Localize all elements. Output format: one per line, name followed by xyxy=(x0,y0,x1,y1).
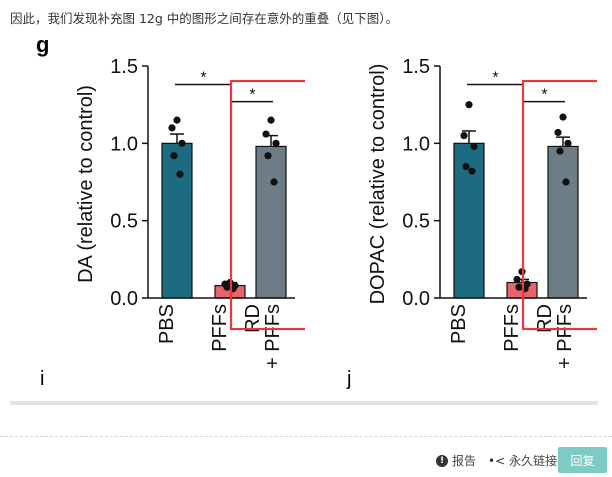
category-label: RD xyxy=(534,304,556,333)
data-point xyxy=(562,178,570,186)
category-label: PFFs xyxy=(209,304,231,352)
dashed-divider xyxy=(0,436,612,437)
category-label: PBS xyxy=(448,304,470,344)
sig-star: * xyxy=(541,87,547,104)
category-label: PFFs xyxy=(501,304,523,352)
category-label: PBS xyxy=(156,304,178,344)
report-link[interactable]: ! 报告 xyxy=(436,452,476,469)
category-label: + PFFs xyxy=(262,304,284,369)
y-tick-label: 1.0 xyxy=(110,133,138,155)
data-point xyxy=(470,142,478,151)
sub-letter-i: i xyxy=(40,368,45,390)
post-footer: ! 报告 •< 永久链接 回复 xyxy=(0,447,612,473)
data-point xyxy=(462,162,470,171)
category-label: + PFFs xyxy=(554,304,576,369)
data-point xyxy=(223,283,231,291)
sig-star: * xyxy=(249,87,255,104)
data-point xyxy=(176,170,184,178)
chart-da: DA (relative to control) 0.0 0.5 1.0 1.5 PBS P… xyxy=(75,56,305,369)
highlight-box xyxy=(521,79,597,331)
post-text: 因此，我们发现补充图 12g 中的图形之间存在意外的重叠（见下图）。 xyxy=(10,11,399,26)
bar-2 xyxy=(547,145,579,299)
y-tick-label: 0.5 xyxy=(402,211,430,233)
exclamation-icon: ! xyxy=(436,454,448,467)
data-point xyxy=(168,124,176,132)
data-point xyxy=(554,128,562,137)
chart-dopac: DOPAC (relative to control) 0.0 0.5 1.0 1.5 P… xyxy=(367,56,597,369)
data-point xyxy=(272,139,280,147)
sig-star: * xyxy=(492,70,498,87)
data-point xyxy=(515,283,523,291)
data-point xyxy=(262,130,270,138)
data-point xyxy=(264,152,272,160)
highlight-box xyxy=(229,79,305,331)
reply-button[interactable]: 回复 xyxy=(558,447,607,473)
y-axis-label: DOPAC (relative to control) xyxy=(367,64,389,305)
share-icon: •< xyxy=(488,453,506,468)
y-tick-label: 1.5 xyxy=(402,56,430,78)
data-point xyxy=(465,101,473,109)
data-point xyxy=(513,275,521,284)
bar-0 xyxy=(161,142,193,299)
bar-2 xyxy=(255,145,287,299)
data-point xyxy=(170,152,178,160)
panel-letter: g xyxy=(36,32,50,57)
data-point xyxy=(468,167,476,175)
y-tick-label: 0.0 xyxy=(110,288,138,310)
data-point xyxy=(270,178,278,186)
sig-star: * xyxy=(200,70,206,87)
y-tick-label: 0.5 xyxy=(110,211,138,233)
permalink-label: 永久链接 xyxy=(509,454,558,468)
divider xyxy=(10,401,598,405)
report-label: 报告 xyxy=(452,454,477,468)
figure: g i j DA (relative to control) 0.0 0.5 1.0 1… xyxy=(10,28,600,400)
permalink-link[interactable]: •< 永久链接 xyxy=(488,452,557,469)
data-point xyxy=(460,132,468,140)
data-point xyxy=(559,113,567,121)
category-label: RD xyxy=(242,304,264,333)
y-tick-label: 0.0 xyxy=(402,288,430,310)
y-axis-label: DA (relative to control) xyxy=(75,85,97,283)
sub-letter-j: j xyxy=(347,368,352,390)
data-point xyxy=(267,116,275,124)
data-point xyxy=(564,139,572,147)
y-tick-label: 1.5 xyxy=(110,56,138,78)
data-point xyxy=(178,139,186,147)
y-tick-label: 1.0 xyxy=(402,133,430,155)
data-point xyxy=(173,116,181,124)
data-point xyxy=(556,147,564,155)
